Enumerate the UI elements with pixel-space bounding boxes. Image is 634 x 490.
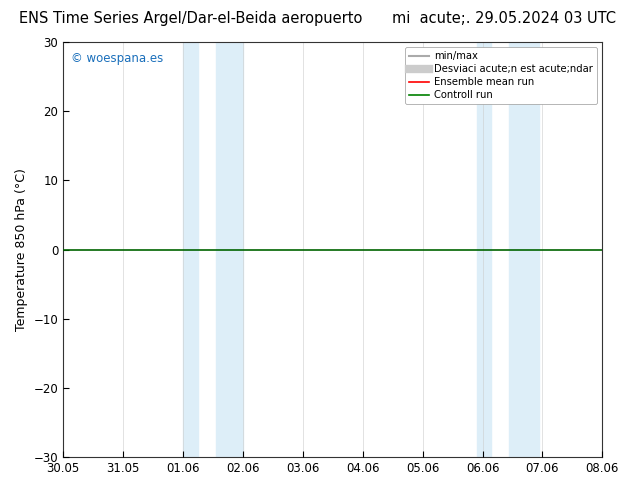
Bar xyxy=(510,42,540,457)
Text: mi  acute;. 29.05.2024 03 UTC: mi acute;. 29.05.2024 03 UTC xyxy=(392,11,616,26)
Text: ENS Time Series Argel/Dar-el-Beida aeropuerto: ENS Time Series Argel/Dar-el-Beida aerop… xyxy=(18,11,362,26)
Bar xyxy=(477,42,491,457)
Bar xyxy=(183,42,198,457)
Bar xyxy=(216,42,243,457)
Legend: min/max, Desviaci acute;n est acute;ndar, Ensemble mean run, Controll run: min/max, Desviaci acute;n est acute;ndar… xyxy=(405,47,597,104)
Y-axis label: Temperature 850 hPa (°C): Temperature 850 hPa (°C) xyxy=(15,168,28,331)
Text: © woespana.es: © woespana.es xyxy=(71,52,164,66)
